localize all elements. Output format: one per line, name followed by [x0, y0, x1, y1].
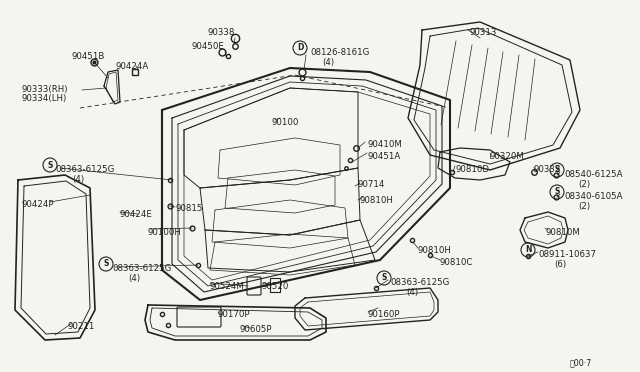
Text: 08911-10637: 08911-10637 [538, 250, 596, 259]
Text: 90815: 90815 [175, 204, 202, 213]
Text: S: S [47, 160, 52, 170]
Text: 08363-6125G: 08363-6125G [390, 278, 449, 287]
Text: 90810C: 90810C [440, 258, 474, 267]
Text: 90450E: 90450E [192, 42, 225, 51]
Text: (4): (4) [128, 274, 140, 283]
Text: 08363-6125G: 08363-6125G [55, 165, 115, 174]
Text: 90714: 90714 [358, 180, 385, 189]
Text: 90605P: 90605P [240, 325, 273, 334]
Text: 90333(RH): 90333(RH) [22, 85, 68, 94]
Text: 90170P: 90170P [218, 310, 250, 319]
Text: S: S [554, 187, 560, 196]
Text: 90451B: 90451B [72, 52, 106, 61]
Text: 90410M: 90410M [368, 140, 403, 149]
Bar [270, 278, 280, 292]
Text: S: S [103, 260, 109, 269]
Text: 90810M: 90810M [546, 228, 581, 237]
Text: 90424A: 90424A [116, 62, 149, 71]
Text: 90810H: 90810H [418, 246, 452, 255]
Text: 选00·7: 选00·7 [570, 358, 593, 367]
Text: S: S [554, 166, 560, 174]
Text: 08540-6125A: 08540-6125A [564, 170, 623, 179]
Text: 90520: 90520 [262, 282, 289, 291]
Text: (4): (4) [322, 58, 334, 67]
Text: 90332: 90332 [534, 165, 561, 174]
Text: 90334(LH): 90334(LH) [22, 94, 67, 103]
Text: 90320M: 90320M [490, 152, 525, 161]
Text: (2): (2) [578, 202, 590, 211]
Text: 90451A: 90451A [368, 152, 401, 161]
Text: N: N [525, 246, 531, 254]
Text: 90810H: 90810H [360, 196, 394, 205]
Text: 90211: 90211 [68, 322, 95, 331]
Text: 90424P: 90424P [22, 200, 54, 209]
Text: 90424E: 90424E [120, 210, 153, 219]
Text: 08126-8161G: 08126-8161G [310, 48, 369, 57]
Text: 90810D: 90810D [456, 165, 490, 174]
Text: 90160P: 90160P [368, 310, 401, 319]
Text: 90313: 90313 [470, 28, 497, 37]
Text: 90338: 90338 [207, 28, 234, 37]
Text: D: D [297, 44, 303, 52]
Text: 90524M: 90524M [210, 282, 245, 291]
Text: 90100: 90100 [272, 118, 300, 127]
Text: 90100H: 90100H [148, 228, 182, 237]
Text: (6): (6) [554, 260, 566, 269]
Text: (4): (4) [406, 288, 418, 297]
Text: 08363-6125G: 08363-6125G [112, 264, 172, 273]
Text: 08340-6105A: 08340-6105A [564, 192, 623, 201]
Text: (4): (4) [72, 175, 84, 184]
Text: S: S [381, 273, 387, 282]
Text: (2): (2) [578, 180, 590, 189]
